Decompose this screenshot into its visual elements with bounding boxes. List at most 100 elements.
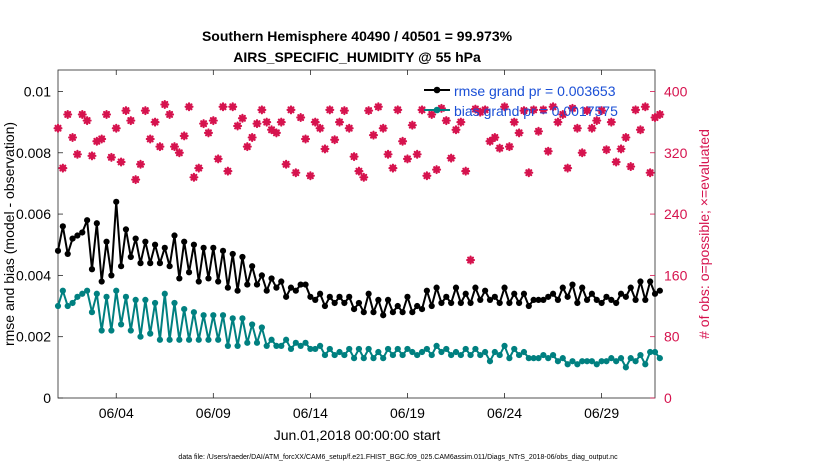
bias-point (404, 345, 411, 353)
obs-count-point (335, 117, 345, 127)
chart-title-line1: Southern Hemisphere 40490 / 40501 = 99.9… (202, 28, 513, 44)
rmse-point (501, 284, 508, 291)
obs-count-point (296, 113, 306, 123)
obs-count-point (422, 171, 432, 181)
rmse-point (346, 293, 353, 300)
y-tick-label: 0.004 (16, 267, 51, 283)
obs-count-point (267, 125, 277, 135)
obs-count-point (626, 162, 636, 172)
obs-count-point (102, 109, 112, 119)
bias-point (637, 351, 644, 359)
bias-point (656, 355, 663, 362)
obs-count-point (349, 152, 359, 162)
rmse-point (59, 223, 66, 230)
obs-count-point (228, 102, 238, 112)
rmse-point (637, 278, 644, 285)
bias-point (506, 355, 513, 362)
obs-count-point (504, 142, 514, 152)
bias-point (283, 336, 290, 343)
rmse-point (239, 253, 246, 261)
bias-point (414, 351, 421, 359)
rmse-point (608, 296, 615, 304)
bias-point (268, 336, 275, 343)
obs-count-point (364, 106, 374, 116)
obs-count-point (456, 117, 466, 127)
bias-point (559, 355, 566, 362)
rmse-point (462, 290, 469, 297)
rmse-point (234, 287, 241, 294)
bias-series (54, 287, 663, 371)
obs-count-point (655, 109, 665, 119)
rmse-point (122, 226, 130, 233)
rmse-point (54, 247, 62, 254)
obs-count-point (548, 102, 558, 112)
rmse-point (443, 293, 450, 300)
rmse-point (438, 299, 445, 307)
rmse-point (360, 309, 367, 316)
obs-count-point (592, 116, 602, 126)
rmse-point (433, 284, 440, 291)
rmse-point (574, 299, 581, 307)
rmse-point (515, 299, 523, 307)
rmse-point (389, 309, 397, 316)
bias-point (297, 342, 304, 349)
rmse-point (355, 299, 363, 307)
rmse-point (598, 299, 605, 307)
rmse-point (151, 241, 159, 248)
rmse-point (219, 247, 227, 254)
bias-point (350, 355, 358, 362)
obs-count-point (63, 109, 73, 119)
y2-tick-label: 400 (664, 83, 688, 99)
bias-point (321, 351, 329, 359)
rmse-point (229, 250, 236, 258)
rmse-point (535, 296, 542, 304)
bias-point (292, 339, 299, 346)
rmse-point (132, 235, 139, 242)
legend-rmse-marker (433, 86, 441, 94)
rmse-point (632, 296, 639, 304)
obs-count-point (611, 157, 621, 167)
obs-count-point (344, 123, 354, 133)
bias-point (457, 351, 464, 359)
bias-point (190, 309, 198, 316)
rmse-point (549, 290, 557, 297)
obs-count-point (601, 145, 611, 155)
obs-count-point (441, 116, 451, 126)
rmse-point (297, 281, 304, 288)
bias-point (608, 355, 615, 362)
obs-count-point (160, 99, 170, 109)
obs-count-point (310, 117, 320, 127)
obs-count-point (72, 149, 82, 159)
bias-point (142, 296, 149, 304)
obs-count-point (373, 102, 383, 112)
bias-point (520, 348, 528, 356)
rmse-point (268, 275, 275, 282)
bias-point (525, 355, 532, 362)
legend-bias-label: bias grand pr = 0.0017575 (454, 103, 618, 119)
obs-count-point (597, 106, 607, 116)
bias-point (161, 290, 168, 297)
obs-count-point (218, 102, 228, 112)
rmse-point (409, 309, 416, 316)
obs-count-point (189, 172, 199, 182)
obs-count-point (500, 102, 510, 112)
obs-count-point (388, 163, 398, 173)
bias-point (166, 336, 173, 343)
obs-count-point (223, 166, 233, 176)
bias-point (331, 351, 338, 359)
rmse-point (273, 284, 280, 291)
bias-point (287, 345, 295, 353)
rmse-point (511, 290, 518, 297)
rmse-point (147, 260, 154, 267)
bias-point (93, 290, 100, 297)
bias-point (486, 358, 494, 365)
rmse-point (263, 287, 270, 294)
bias-point (452, 348, 460, 356)
rmse-point (93, 220, 100, 227)
rmse-point (156, 260, 164, 267)
bias-point (569, 358, 576, 365)
x-tick-label: 06/14 (293, 405, 328, 421)
bias-point (316, 342, 324, 349)
rmse-point (84, 217, 91, 224)
bias-point (545, 355, 552, 362)
